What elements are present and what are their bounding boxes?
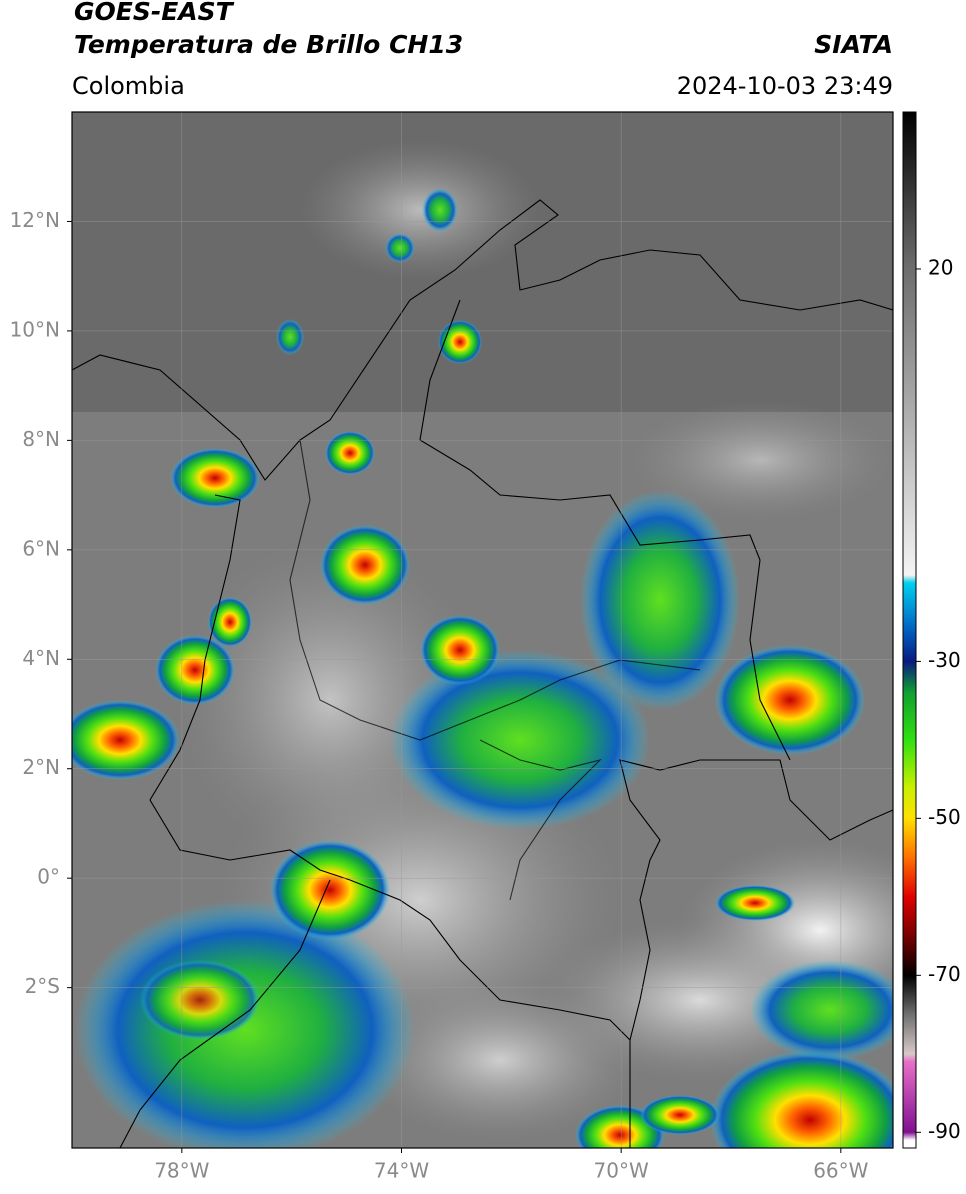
colorbar-tick-label: 20 bbox=[928, 255, 953, 279]
title-line1: GOES-EAST bbox=[74, 0, 235, 26]
y-tick-label: 0° bbox=[37, 865, 60, 889]
source-label: SIATA bbox=[814, 30, 893, 59]
datetime-label: 2024-10-03 23:49 bbox=[677, 72, 893, 100]
colorbar-tick-label: -50 bbox=[928, 805, 961, 829]
y-tick-label: 10°N bbox=[10, 317, 60, 341]
y-tick-label: 12°N bbox=[10, 208, 60, 232]
y-tick-label: 4°N bbox=[22, 646, 60, 670]
region-label: Colombia bbox=[72, 72, 185, 100]
colorbar-tick-label: -70 bbox=[928, 962, 961, 986]
title-line2: Temperatura de Brillo CH13 bbox=[74, 30, 463, 59]
x-tick-label: 66°W bbox=[813, 1159, 868, 1183]
x-tick-label: 78°W bbox=[154, 1159, 209, 1183]
y-tick-label: 6°N bbox=[22, 536, 60, 560]
y-tick-label: 2°S bbox=[25, 974, 60, 998]
colorbar-tick-label: -90 bbox=[928, 1119, 961, 1143]
y-tick-label: 8°N bbox=[22, 427, 60, 451]
map-frame bbox=[71, 111, 894, 1149]
y-tick-label: 2°N bbox=[22, 755, 60, 779]
x-tick-label: 70°W bbox=[594, 1159, 649, 1183]
x-tick-label: 74°W bbox=[374, 1159, 429, 1183]
colorbar bbox=[902, 111, 917, 1149]
map-image bbox=[72, 112, 893, 1148]
colorbar-tick-label: -30 bbox=[928, 648, 961, 672]
